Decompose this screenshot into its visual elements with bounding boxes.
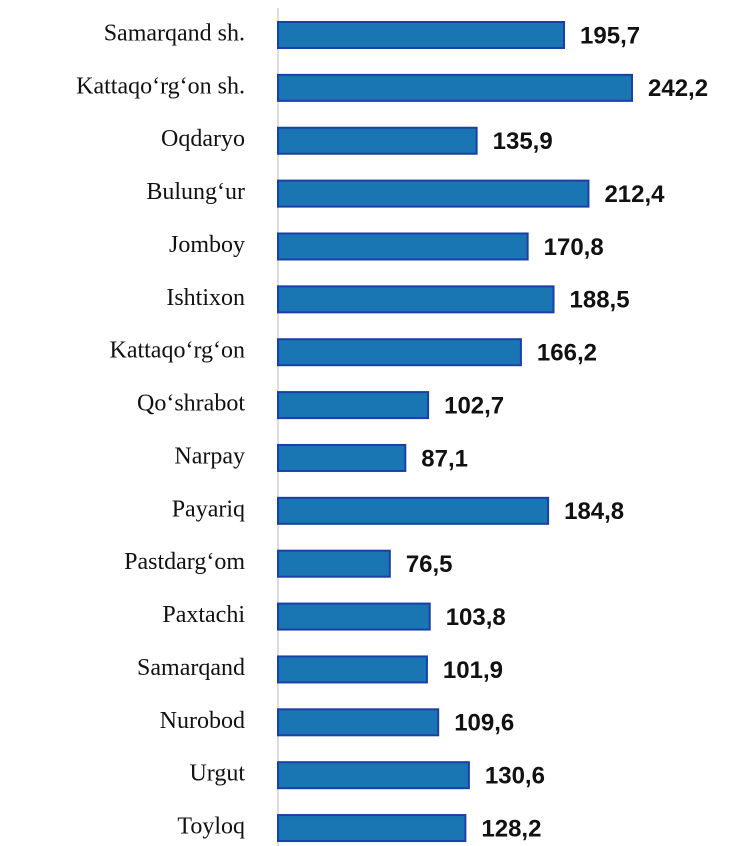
category-label: Kattaqo‘rg‘on sh. bbox=[76, 73, 245, 99]
value-label: 109,6 bbox=[454, 710, 514, 737]
bar bbox=[277, 338, 522, 367]
bar bbox=[277, 126, 478, 155]
category-label: Bulung‘ur bbox=[146, 179, 245, 205]
category-label: Samarqand sh. bbox=[104, 21, 245, 47]
bar bbox=[277, 549, 391, 578]
category-label: Oqdaryo bbox=[161, 126, 245, 152]
bar bbox=[277, 232, 529, 261]
bar bbox=[277, 443, 407, 472]
value-label: 102,7 bbox=[444, 392, 504, 419]
category-label: Jomboy bbox=[169, 232, 245, 258]
value-label: 242,2 bbox=[648, 75, 708, 102]
value-label: 130,6 bbox=[485, 763, 545, 790]
category-label: Paxtachi bbox=[162, 602, 245, 628]
category-label: Urgut bbox=[189, 761, 245, 787]
category-label: Payariq bbox=[172, 496, 245, 522]
bar bbox=[277, 391, 430, 420]
category-label: Nurobod bbox=[160, 708, 245, 734]
value-label: 166,2 bbox=[537, 340, 597, 367]
value-label: 188,5 bbox=[570, 287, 630, 314]
bar bbox=[277, 761, 470, 790]
bar bbox=[277, 73, 633, 102]
bar bbox=[277, 21, 566, 49]
value-label: 170,8 bbox=[544, 234, 604, 261]
value-label: 101,9 bbox=[443, 657, 503, 684]
value-label: 128,2 bbox=[481, 815, 541, 842]
bar bbox=[277, 708, 440, 737]
value-label: 212,4 bbox=[604, 181, 665, 208]
bar bbox=[277, 285, 555, 314]
category-label: Pastdarg‘om bbox=[124, 549, 245, 575]
bar bbox=[277, 814, 467, 843]
bar bbox=[277, 655, 428, 684]
value-label: 195,7 bbox=[580, 22, 640, 49]
bar bbox=[277, 496, 550, 525]
value-label: 135,9 bbox=[493, 128, 553, 155]
bar bbox=[277, 179, 590, 208]
value-label: 184,8 bbox=[564, 498, 624, 525]
category-label: Narpay bbox=[174, 443, 245, 469]
category-label: Kattaqo‘rg‘on bbox=[109, 338, 245, 364]
category-label: Ishtixon bbox=[166, 285, 245, 311]
value-label: 103,8 bbox=[446, 604, 506, 631]
category-label: Qo‘shrabot bbox=[137, 391, 245, 417]
category-label: Samarqand bbox=[137, 655, 245, 681]
value-label: 76,5 bbox=[406, 551, 453, 578]
category-label: Toyloq bbox=[177, 814, 245, 840]
value-label: 87,1 bbox=[421, 445, 468, 472]
bar bbox=[277, 602, 431, 631]
